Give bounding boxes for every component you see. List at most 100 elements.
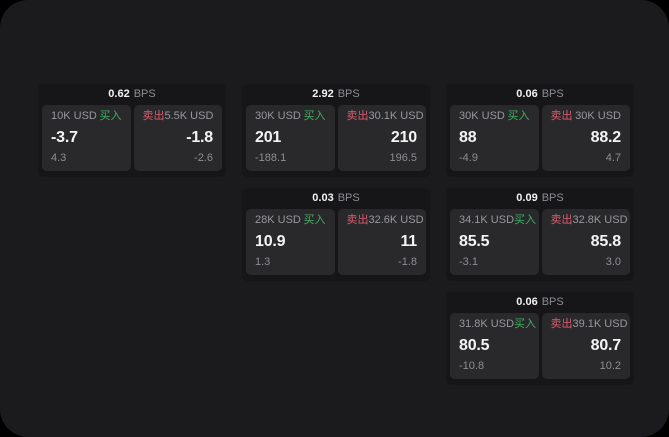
buy-tile[interactable]: 10K USD 买入 -3.7 4.3 (42, 105, 131, 171)
buy-price: -3.7 (51, 128, 78, 146)
sell-side-label: 卖出 (346, 110, 369, 122)
sell-side-label: 卖出 (550, 214, 573, 226)
sell-price: 210 (390, 128, 417, 146)
sell-tile[interactable]: 卖出 32.6K USD 11 -1.8 (337, 209, 426, 275)
sell-tile-top-row: 卖出 30.1K USD (346, 110, 424, 122)
buy-amount: 10K USD (51, 110, 97, 122)
quote-card-5: 0.06 BPS 31.8K USD 买入 80.5 -10.8 卖出 39.1… (446, 292, 634, 385)
buy-tile-top-row: 31.8K USD 买入 (459, 318, 536, 330)
spread-bps-value: 0.06 (516, 296, 538, 308)
buy-price: 88 (459, 128, 477, 146)
buy-price: 80.5 (459, 336, 490, 354)
buy-tile[interactable]: 30K USD 买入 88 -4.9 (450, 105, 539, 171)
sell-amount: 30.1K USD (368, 110, 424, 122)
sell-side-label: 卖出 (346, 214, 369, 226)
buy-delta: -3.1 (459, 256, 478, 268)
sell-tile-top-row: 卖出 39.1K USD (550, 318, 628, 330)
buy-tile[interactable]: 31.8K USD 买入 80.5 -10.8 (450, 313, 539, 379)
sell-tile[interactable]: 卖出 30.1K USD 210 196.5 (337, 105, 426, 171)
quote-card-3: 0.03 BPS 28K USD 买入 10.9 1.3 卖出 32.6K US… (242, 188, 430, 281)
buy-tile-top-row: 28K USD 买入 (255, 215, 326, 226)
buy-side-label: 买入 (507, 110, 530, 122)
buy-amount: 31.8K USD (459, 318, 515, 330)
sell-price: 80.7 (590, 336, 622, 354)
spread-header: 0.62 BPS (38, 84, 226, 105)
sell-tile[interactable]: 卖出 30K USD 88.2 4.7 (541, 105, 630, 171)
buy-side-label: 买入 (303, 214, 326, 226)
buy-amount: 30K USD (255, 110, 301, 122)
sell-delta: 196.5 (389, 152, 417, 164)
sell-tile-top-row: 卖出 5.5K USD (143, 111, 214, 122)
quote-card-1: 2.92 BPS 30K USD 买入 201 -188.1 卖出 30.1K … (242, 84, 430, 177)
sell-side-label: 卖出 (142, 110, 165, 122)
sell-tile-top-row: 卖出 30K USD (551, 111, 622, 122)
sell-delta: 4.7 (605, 152, 621, 164)
buy-amount: 34.1K USD (459, 214, 515, 226)
sell-tile-top-row: 卖出 32.6K USD (346, 214, 424, 226)
sell-amount: 39.1K USD (572, 318, 628, 330)
sell-tile[interactable]: 卖出 39.1K USD 80.7 10.2 (541, 313, 630, 379)
buy-tile[interactable]: 34.1K USD 买入 85.5 -3.1 (450, 209, 539, 275)
buy-delta: -188.1 (255, 152, 287, 164)
sell-price: -1.8 (186, 128, 213, 146)
buy-side-label: 买入 (99, 110, 122, 122)
sell-price: 85.8 (590, 232, 622, 250)
bps-unit-label: BPS (133, 88, 156, 100)
sell-tile[interactable]: 卖出 32.8K USD 85.8 3.0 (541, 209, 630, 275)
buy-tile-top-row: 34.1K USD 买入 (459, 214, 536, 226)
spread-bps-value: 0.62 (108, 88, 130, 100)
sell-side-label: 卖出 (550, 318, 573, 330)
card-body: 34.1K USD 买入 85.5 -3.1 卖出 32.8K USD 85.8… (446, 209, 634, 281)
buy-side-label: 买入 (514, 214, 537, 226)
bps-unit-label: BPS (337, 192, 360, 204)
card-body: 30K USD 买入 201 -188.1 卖出 30.1K USD 210 1… (242, 105, 430, 177)
buy-delta: 4.3 (51, 152, 67, 164)
sell-delta: 3.0 (605, 256, 621, 268)
sell-amount: 5.5K USD (164, 110, 214, 122)
buy-price: 10.9 (255, 232, 286, 250)
buy-tile[interactable]: 28K USD 买入 10.9 1.3 (246, 209, 335, 275)
spread-header: 2.92 BPS (242, 84, 430, 105)
buy-delta: -4.9 (459, 152, 478, 164)
bps-unit-label: BPS (541, 192, 564, 204)
card-body: 28K USD 买入 10.9 1.3 卖出 32.6K USD 11 -1.8 (242, 209, 430, 281)
buy-amount: 30K USD (459, 110, 505, 122)
spread-bps-value: 0.03 (312, 192, 334, 204)
buy-tile-top-row: 30K USD 买入 (255, 111, 326, 122)
buy-tile-top-row: 30K USD 买入 (459, 111, 530, 122)
sell-delta: -2.6 (194, 152, 213, 164)
buy-delta: -10.8 (459, 360, 485, 372)
sell-delta: 10.2 (599, 360, 621, 372)
bps-unit-label: BPS (337, 88, 360, 100)
spread-bps-value: 0.06 (516, 88, 538, 100)
sell-amount: 32.8K USD (572, 214, 628, 226)
sell-delta: -1.8 (398, 256, 417, 268)
sell-tile[interactable]: 卖出 5.5K USD -1.8 -2.6 (133, 105, 222, 171)
buy-tile[interactable]: 30K USD 买入 201 -188.1 (246, 105, 335, 171)
buy-side-label: 买入 (303, 110, 326, 122)
spread-bps-value: 2.92 (312, 88, 334, 100)
quote-card-grid: 0.62 BPS 10K USD 买入 -3.7 4.3 卖出 5.5K USD (38, 84, 634, 385)
spread-header: 0.06 BPS (446, 292, 634, 313)
buy-side-label: 买入 (514, 318, 537, 330)
sell-tile-top-row: 卖出 32.8K USD (550, 214, 628, 226)
bps-unit-label: BPS (541, 88, 564, 100)
buy-amount: 28K USD (255, 214, 301, 226)
quote-card-2: 0.06 BPS 30K USD 买入 88 -4.9 卖出 30K USD (446, 84, 634, 177)
buy-price: 85.5 (459, 232, 490, 250)
card-body: 10K USD 买入 -3.7 4.3 卖出 5.5K USD -1.8 -2.… (38, 105, 226, 177)
bps-unit-label: BPS (541, 296, 564, 308)
spread-bps-value: 0.09 (516, 192, 538, 204)
spread-header: 0.06 BPS (446, 84, 634, 105)
quote-card-4: 0.09 BPS 34.1K USD 买入 85.5 -3.1 卖出 32.8K… (446, 188, 634, 281)
buy-price: 201 (255, 128, 282, 146)
sell-side-label: 卖出 (550, 110, 573, 122)
buy-tile-top-row: 10K USD 买入 (51, 111, 122, 122)
card-body: 31.8K USD 买入 80.5 -10.8 卖出 39.1K USD 80.… (446, 313, 634, 385)
buy-delta: 1.3 (255, 256, 271, 268)
sell-amount: 30K USD (575, 110, 621, 122)
sell-amount: 32.6K USD (368, 214, 424, 226)
sell-price: 11 (400, 232, 417, 250)
spread-header: 0.09 BPS (446, 188, 634, 209)
